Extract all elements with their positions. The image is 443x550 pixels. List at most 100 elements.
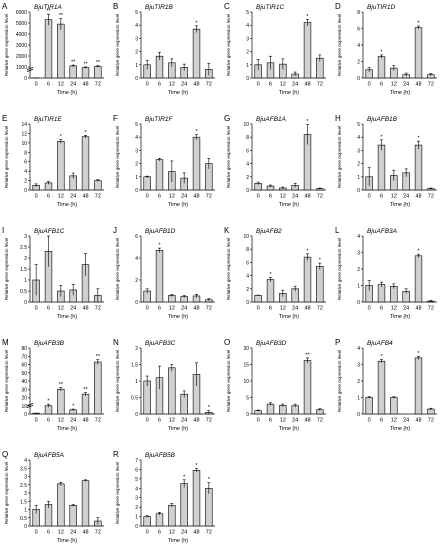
bar [192, 136, 201, 191]
bar [316, 266, 324, 303]
x-tick-label: 6 [380, 82, 383, 88]
y-tick-label: 6 [135, 234, 138, 240]
y-tick-label: 10 [243, 122, 249, 128]
significance-mark: ** [46, 9, 51, 15]
x-tick-label: 48 [82, 418, 88, 424]
y-tick-label: 4000 [16, 32, 27, 38]
x-axis-label: Time (h) [57, 538, 77, 544]
y-tick-label: 4 [357, 135, 360, 141]
bar [155, 513, 164, 527]
x-tick-label: 12 [280, 194, 286, 200]
bar [44, 19, 53, 79]
significance-mark: ** [71, 60, 76, 66]
panel-letter: L [335, 226, 340, 235]
x-tick-label: 72 [95, 530, 101, 536]
x-tick-label: 24 [181, 82, 187, 88]
y-tick-label: 0 [246, 188, 249, 194]
bar [94, 361, 102, 415]
x-tick-label: 6 [158, 530, 161, 536]
y-tick-label: 2 [24, 179, 27, 185]
bar [254, 295, 262, 303]
chart-panel-q: Q BjuAFB5A Relative gene expression level 0… [2, 450, 104, 544]
x-tick-label: 48 [82, 530, 88, 536]
y-tick-label: 10 [21, 141, 27, 147]
x-tick-label: 24 [181, 418, 187, 424]
chart-panel-a: A BjuTIR1A Relative gene expression level 0… [2, 2, 104, 96]
x-tick-label: 0 [35, 530, 38, 536]
x-axis-label: Time (h) [57, 202, 77, 208]
y-tick-label: 1 [357, 396, 360, 402]
x-tick-label: 0 [368, 194, 371, 200]
x-tick-label: 0 [146, 194, 149, 200]
y-tick-label: 3 [357, 148, 360, 154]
x-tick-label: 6 [380, 194, 383, 200]
y-tick-label: 2 [246, 287, 249, 293]
significance-mark: * [417, 249, 420, 255]
bar [414, 255, 423, 303]
x-tick-label: 6 [47, 418, 50, 424]
x-tick-label: 6 [269, 194, 272, 200]
x-tick-label: 72 [206, 418, 212, 424]
bar [168, 504, 176, 527]
x-tick-label: 0 [146, 82, 149, 88]
bar [303, 22, 312, 79]
chart-panel-k: K BjuAFB2 Relative gene expression level 0 2… [224, 226, 326, 320]
bar [266, 279, 275, 303]
bar [303, 360, 312, 415]
x-tick-label: 72 [317, 82, 323, 88]
significance-mark: * [183, 474, 186, 480]
x-axis-label: Time (h) [279, 90, 299, 96]
y-tick-label: 0 [24, 76, 27, 82]
y-tick-label: 0.5 [20, 289, 27, 295]
y-tick-label: 2 [24, 491, 27, 497]
panel-title: BjuTIR1D [367, 4, 395, 11]
chart-panel-b: B BjuTIR1B Relative gene expression level 0… [113, 2, 215, 96]
panel-letter: I [2, 226, 4, 235]
chart-panel-m: M BjuAFB3B Relative gene expression level 0… [2, 338, 104, 432]
y-tick-label: 0 [246, 76, 249, 82]
y-tick-label: 3 [24, 234, 27, 240]
bar [377, 284, 386, 303]
y-tick-label: 80 [21, 346, 27, 352]
bar [365, 397, 373, 415]
x-tick-label: 72 [206, 530, 212, 536]
x-axis-label: Time (h) [390, 202, 410, 208]
axis-break-mark [26, 405, 34, 408]
panel-letter: J [113, 226, 117, 235]
x-tick-label: 72 [206, 82, 212, 88]
x-tick-label: 24 [292, 306, 298, 312]
panel-letter: B [113, 2, 118, 11]
x-tick-label: 12 [58, 530, 64, 536]
y-tick-label: 1.5 [20, 499, 27, 505]
y-tick-label: 2 [24, 256, 27, 262]
significance-mark: * [417, 351, 420, 357]
panel-title: BjuAFB3D [256, 340, 287, 347]
y-axis-label: Relative gene expression level [226, 126, 231, 188]
y-axis-label: Relative gene expression level [4, 238, 9, 300]
significance-mark: * [269, 272, 272, 278]
x-tick-label: 12 [58, 418, 64, 424]
y-tick-label: 1000 [16, 65, 27, 71]
bar [377, 360, 386, 415]
bar [377, 144, 386, 191]
x-tick-label: 12 [169, 306, 175, 312]
y-tick-label: 0 [357, 188, 360, 194]
panel-title: BjuAFB5B [145, 452, 176, 459]
x-tick-label: 48 [415, 82, 421, 88]
x-tick-label: 72 [206, 306, 212, 312]
y-tick-label: 2000 [16, 54, 27, 60]
x-tick-label: 12 [169, 530, 175, 536]
x-tick-label: 12 [391, 306, 397, 312]
y-tick-label: 4 [246, 162, 249, 168]
y-tick-label: 3.5 [20, 466, 27, 472]
x-tick-label: 6 [380, 306, 383, 312]
y-tick-label: 0 [24, 412, 27, 418]
chart-panel-n: N BjuAFB3C Relative gene expression level 0… [113, 338, 215, 432]
significance-mark: * [417, 21, 420, 27]
x-tick-label: 0 [146, 530, 149, 536]
bar [57, 23, 65, 79]
y-tick-label: 20 [243, 346, 249, 352]
x-tick-label: 48 [82, 82, 88, 88]
bar [155, 249, 164, 303]
y-tick-label: 8 [357, 10, 360, 16]
